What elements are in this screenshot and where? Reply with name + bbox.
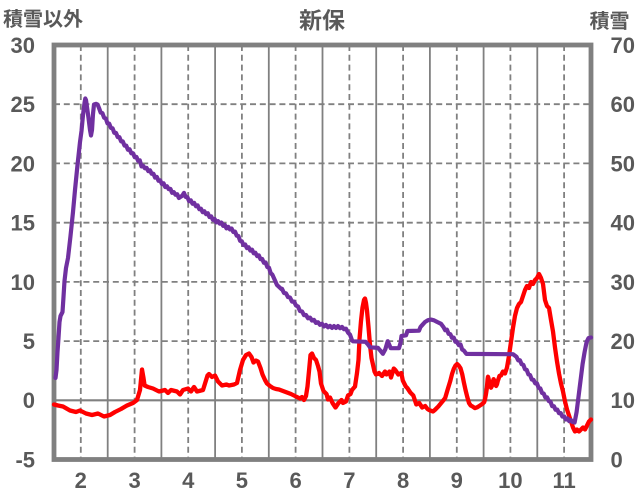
svg-text:40: 40 xyxy=(611,211,635,236)
svg-text:20: 20 xyxy=(611,329,635,354)
svg-text:0: 0 xyxy=(23,388,35,413)
svg-text:10: 10 xyxy=(11,270,35,295)
svg-text:8: 8 xyxy=(397,468,409,493)
svg-text:10: 10 xyxy=(611,388,635,413)
svg-text:-5: -5 xyxy=(15,447,35,472)
svg-text:60: 60 xyxy=(611,92,635,117)
svg-text:3: 3 xyxy=(128,468,140,493)
svg-text:2: 2 xyxy=(75,468,87,493)
svg-text:4: 4 xyxy=(182,468,195,493)
svg-text:25: 25 xyxy=(11,92,35,117)
svg-text:15: 15 xyxy=(11,211,35,236)
svg-text:9: 9 xyxy=(451,468,463,493)
svg-text:70: 70 xyxy=(611,33,635,58)
svg-text:0: 0 xyxy=(611,447,623,472)
svg-text:50: 50 xyxy=(611,151,635,176)
svg-text:20: 20 xyxy=(11,151,35,176)
svg-text:5: 5 xyxy=(23,329,35,354)
svg-text:7: 7 xyxy=(343,468,355,493)
svg-text:6: 6 xyxy=(289,468,301,493)
svg-text:10: 10 xyxy=(498,468,522,493)
svg-text:5: 5 xyxy=(236,468,248,493)
svg-text:11: 11 xyxy=(552,468,575,493)
svg-text:30: 30 xyxy=(11,33,35,58)
svg-text:30: 30 xyxy=(611,270,635,295)
